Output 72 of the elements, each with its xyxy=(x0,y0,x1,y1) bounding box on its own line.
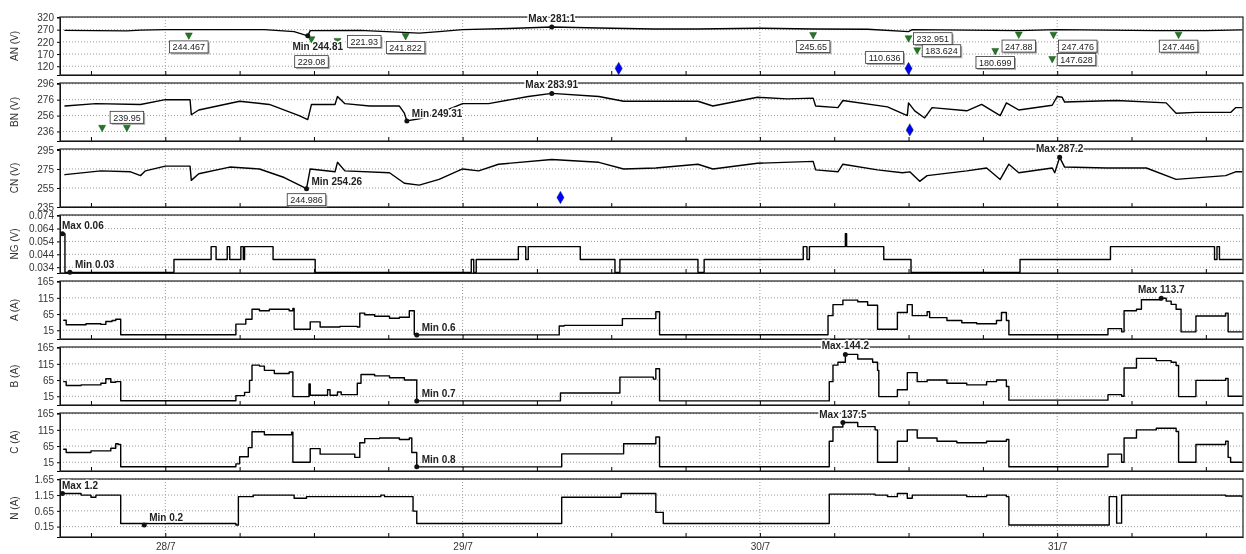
x-tick-label: 30/7 xyxy=(750,541,771,553)
data-label: 147.628 xyxy=(1060,54,1093,65)
data-label: 247.476 xyxy=(1061,41,1095,52)
y-tick-label: 236 xyxy=(37,126,55,138)
annotation: Max 113.7 xyxy=(1137,284,1186,296)
annotation: Min 0.2 xyxy=(149,512,184,524)
y-tick-label: 165 xyxy=(37,276,55,288)
y-tick-label: 0.044 xyxy=(28,249,55,261)
y-tick-label: 276 xyxy=(37,94,55,106)
y-tick-label: 15 xyxy=(42,456,55,468)
annotation: Min 0.7 xyxy=(421,387,457,399)
x-tick-label: 29/7 xyxy=(453,541,474,553)
annotation: Max 0.06 xyxy=(62,219,105,231)
y-tick-label: 165 xyxy=(37,342,55,354)
data-label: 245.65 xyxy=(799,42,827,53)
y-tick-label: 0.054 xyxy=(28,236,55,248)
y-tick-label: 296 xyxy=(37,78,55,90)
y-axis-title: N (A) xyxy=(9,496,20,520)
y-tick-label: 0.65 xyxy=(34,505,55,517)
y-tick-label: 235 xyxy=(37,201,55,213)
data-label: 244.467 xyxy=(172,42,206,53)
y-axis-title: NG (V) xyxy=(9,228,20,260)
y-axis-title: BN (V) xyxy=(9,97,20,127)
data-label: 239.95 xyxy=(113,112,141,123)
y-tick-label: 0.074 xyxy=(28,210,55,222)
y-tick-label: 115 xyxy=(38,292,55,304)
x-tick-label: 28/7 xyxy=(156,541,176,553)
y-tick-label: 115 xyxy=(38,424,55,436)
annotation: Min 0.03 xyxy=(74,259,115,271)
annotation: Max 1.2 xyxy=(62,479,99,491)
annotation: Min 0.8 xyxy=(421,453,457,465)
annotation: Min 249.31 xyxy=(411,107,463,119)
annotation: Min 0.6 xyxy=(421,321,457,333)
x-tick-label: 31/7 xyxy=(1047,541,1068,553)
y-tick-label: 256 xyxy=(37,110,55,122)
data-label: 247.88 xyxy=(1005,41,1033,52)
annotation: Min 254.26 xyxy=(311,175,363,187)
y-tick-label: 120 xyxy=(37,60,55,72)
y-tick-label: 170 xyxy=(37,48,55,60)
y-tick-label: 255 xyxy=(37,182,55,194)
y-tick-label: 220 xyxy=(37,36,55,48)
y-tick-label: 65 xyxy=(42,308,55,320)
data-label: 247.446 xyxy=(1162,41,1195,52)
y-tick-label: 275 xyxy=(37,163,55,175)
y-tick-label: 0.15 xyxy=(34,521,55,533)
y-tick-label: 1.65 xyxy=(34,474,55,486)
y-tick-label: 0.064 xyxy=(28,223,55,235)
y-tick-label: 65 xyxy=(42,440,55,452)
data-label: 229.08 xyxy=(297,57,326,68)
y-axis-title: CN (V) xyxy=(9,162,20,194)
data-label: 221.93 xyxy=(350,36,379,47)
y-axis-title: AN (V) xyxy=(9,31,20,61)
y-tick-label: 65 xyxy=(42,374,55,386)
y-tick-label: 15 xyxy=(42,324,55,336)
y-tick-label: 1.15 xyxy=(34,489,55,501)
annotation: Min 244.81 xyxy=(292,40,344,52)
y-tick-label: 295 xyxy=(37,144,55,156)
y-axis-title: B (A) xyxy=(9,364,20,388)
data-label: 241.822 xyxy=(389,43,422,54)
data-label: 183.624 xyxy=(925,46,958,57)
y-tick-label: 320 xyxy=(37,12,55,24)
y-tick-label: 270 xyxy=(37,24,55,36)
y-axis-title: C (A) xyxy=(9,430,20,454)
annotation: 244.986 xyxy=(290,195,323,206)
y-tick-label: 15 xyxy=(42,390,55,402)
y-axis-title: A (A) xyxy=(9,298,20,322)
y-tick-label: 165 xyxy=(37,408,55,420)
data-label: 180.699 xyxy=(978,57,1012,68)
y-tick-label: 115 xyxy=(38,358,55,370)
y-tick-label: 0.034 xyxy=(28,261,55,273)
data-label: 232.951 xyxy=(916,34,950,45)
data-label: 110.636 xyxy=(868,53,901,64)
